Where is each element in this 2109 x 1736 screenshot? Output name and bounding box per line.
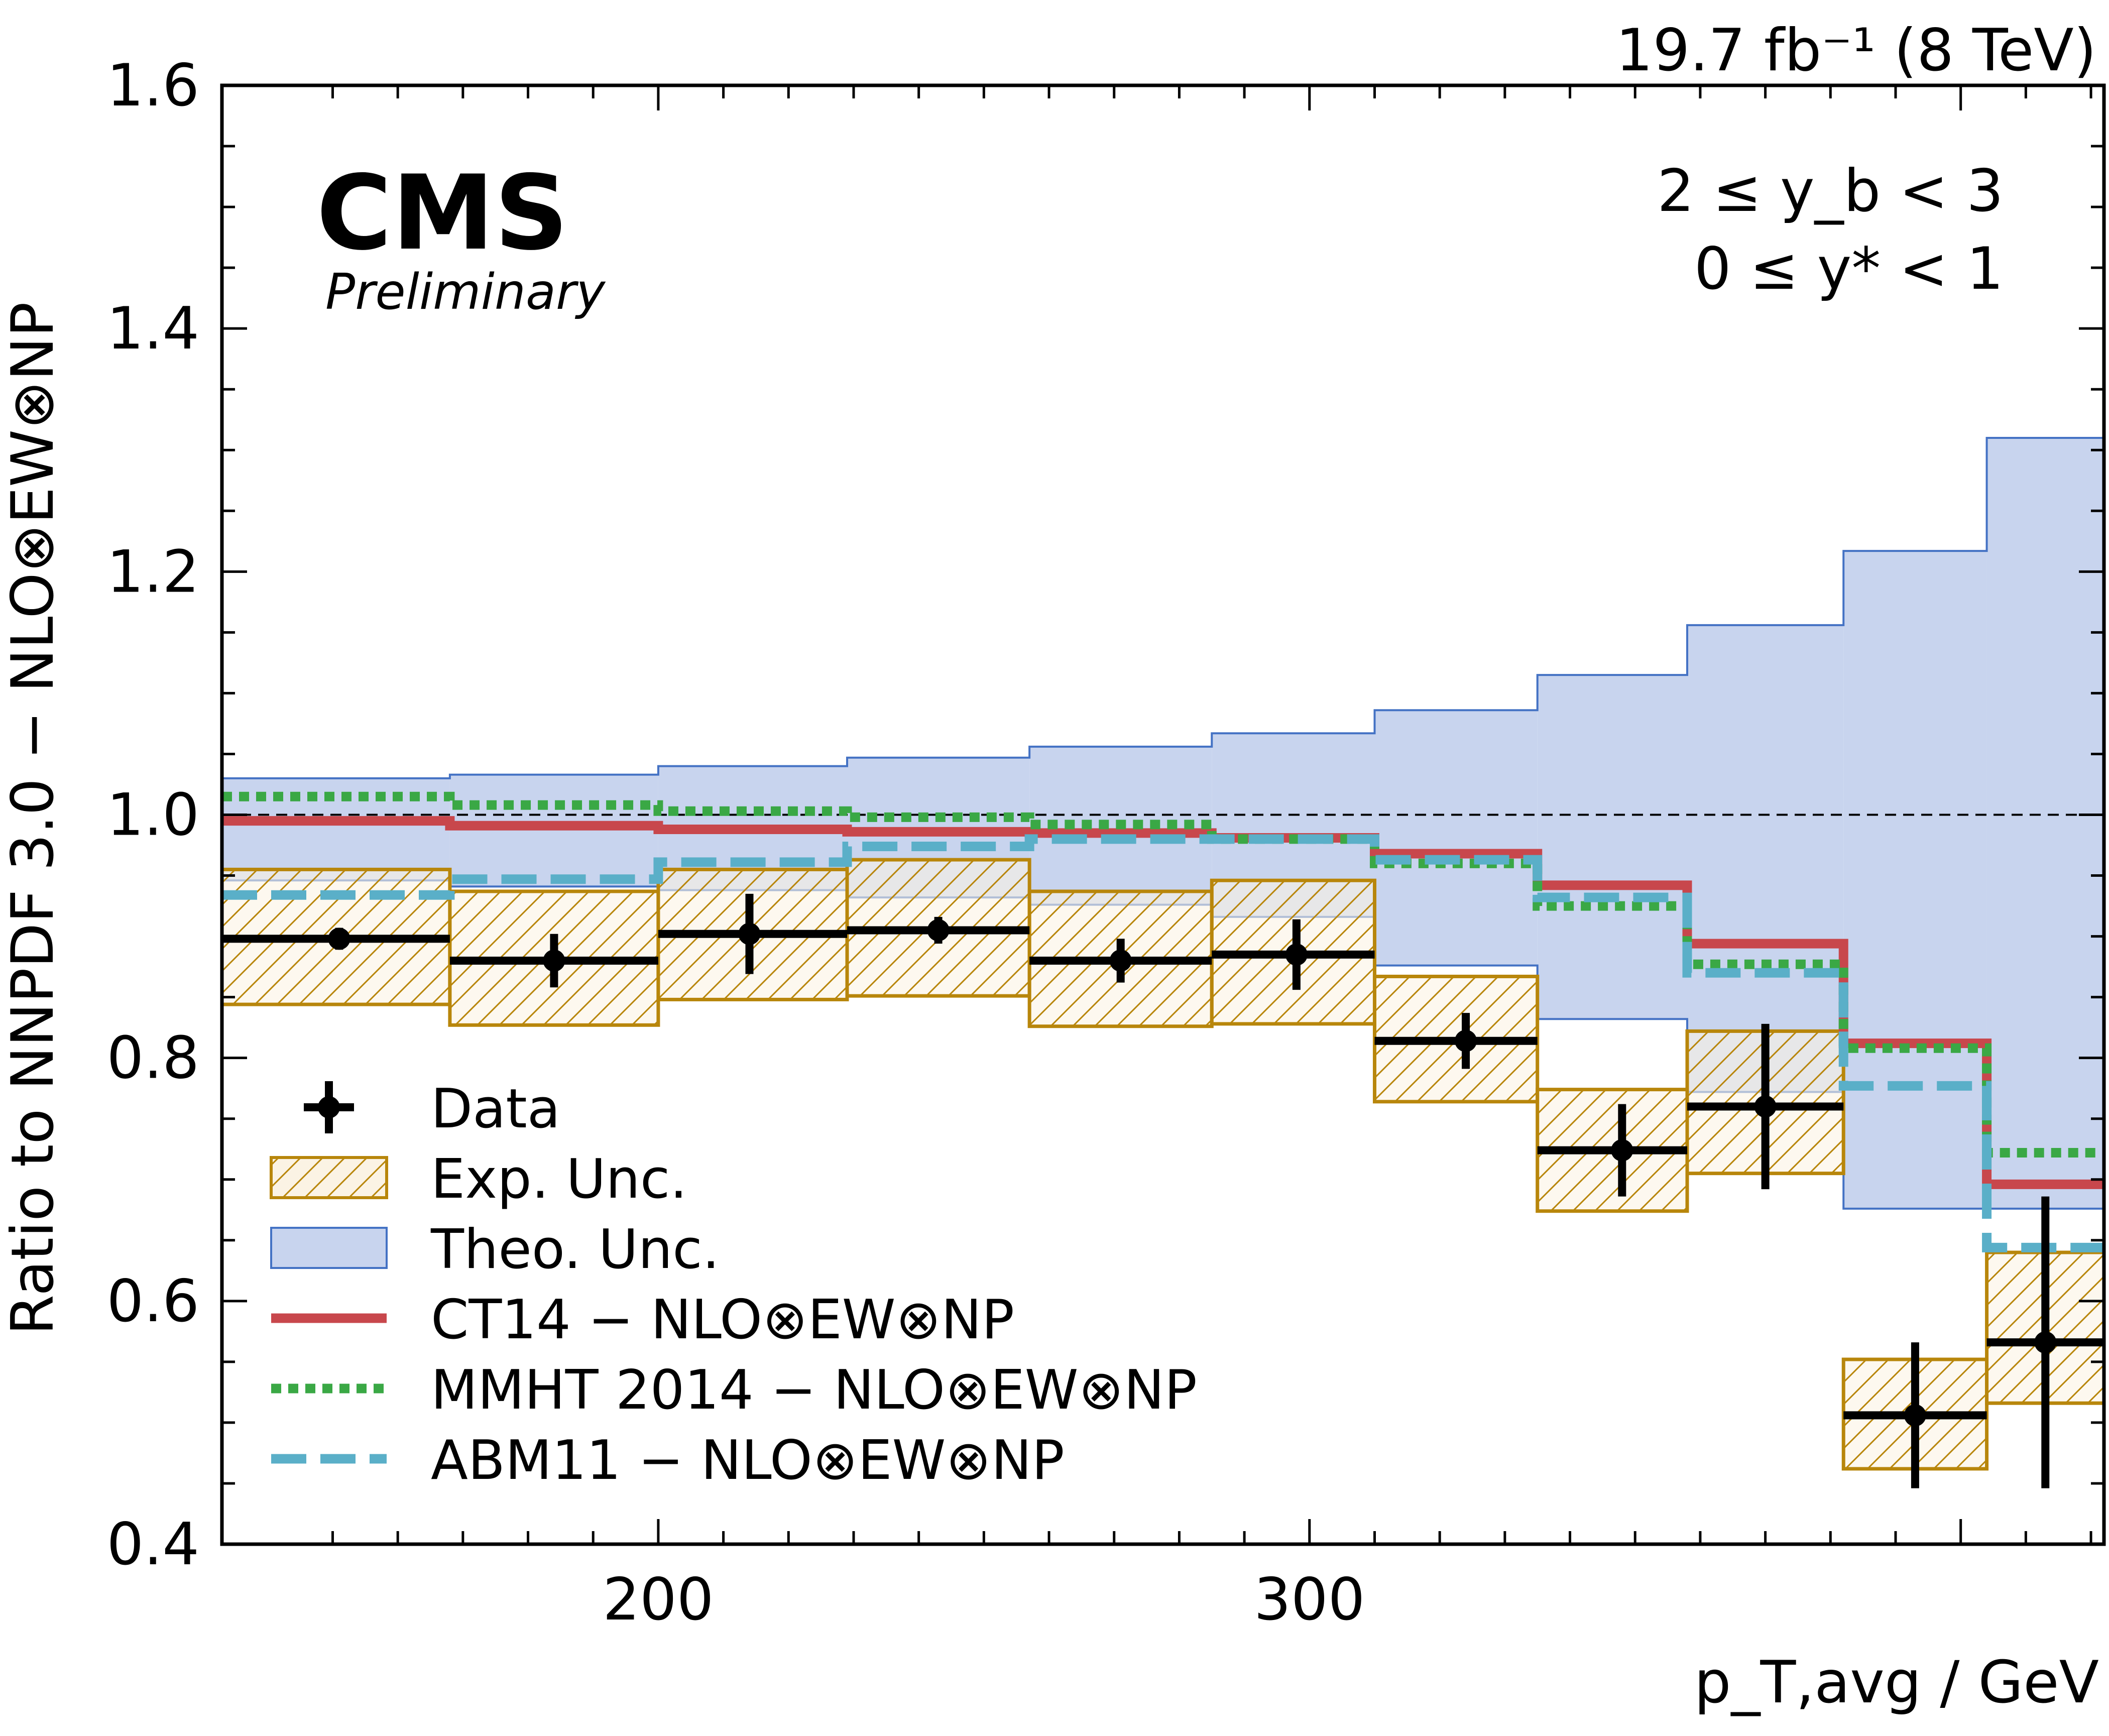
data-point <box>1754 1095 1777 1118</box>
abm11-line <box>222 834 2104 1252</box>
x-tick-label: 300 <box>1254 1566 1365 1634</box>
legend-label: MMHT 2014 − NLO⊗EW⊗NP <box>431 1359 1197 1422</box>
theo-unc-bin <box>1843 551 1987 1209</box>
legend-exp-swatch <box>270 1156 388 1199</box>
data-point <box>1285 943 1308 966</box>
y-tick-label: 0.4 <box>107 1511 199 1578</box>
data-point <box>1109 950 1132 972</box>
data-point <box>1611 1139 1633 1162</box>
legend-label: CT14 − NLO⊗EW⊗NP <box>431 1289 1014 1351</box>
legend-theo-swatch <box>270 1227 388 1269</box>
data-point <box>738 922 761 945</box>
luminosity-label: 19.7 fb⁻¹ (8 TeV) <box>1616 17 2096 84</box>
data-point <box>927 919 950 942</box>
y-tick-label: 1.0 <box>107 781 199 849</box>
legend-label: Exp. Unc. <box>431 1148 687 1211</box>
y-tick-label: 1.2 <box>107 538 199 606</box>
theo-unc-bin <box>1687 625 1844 1092</box>
theo-unc-upper-edge <box>222 437 2104 779</box>
region-label-ystar: 0 ≤ y* < 1 <box>1694 235 2004 303</box>
theo-unc-bin <box>1986 438 2104 1209</box>
theo-unc-bin <box>1374 710 1538 966</box>
legend-label: Theo. Unc. <box>430 1218 720 1281</box>
region-label-yb: 2 ≤ y_b < 3 <box>1657 157 2004 225</box>
y-tick-label: 0.8 <box>107 1024 199 1092</box>
theo-unc-bin <box>449 774 658 887</box>
data-point <box>2034 1331 2057 1354</box>
y-tick-label: 1.4 <box>107 295 199 363</box>
x-axis-title: p_T,avg / GeV <box>1694 1649 2099 1716</box>
experiment-label: CMS <box>316 154 568 273</box>
y-tick-label: 0.6 <box>107 1267 199 1335</box>
y-axis-title: Ratio to NNPDF 3.0 − NLO⊗EW⊗NP <box>0 302 67 1335</box>
theo-unc-bin <box>1537 675 1687 1019</box>
data-point <box>1904 1404 1926 1427</box>
data-point <box>328 928 350 950</box>
legend-data-marker <box>318 1096 340 1118</box>
status-label: Preliminary <box>325 264 606 321</box>
y-tick-label: 1.6 <box>107 52 199 120</box>
legend-label: Data <box>431 1078 560 1140</box>
x-tick-label: 200 <box>603 1566 714 1634</box>
legend-label: ABM11 − NLO⊗EW⊗NP <box>431 1429 1065 1492</box>
data-point <box>543 950 565 972</box>
data-point <box>1455 1029 1477 1052</box>
